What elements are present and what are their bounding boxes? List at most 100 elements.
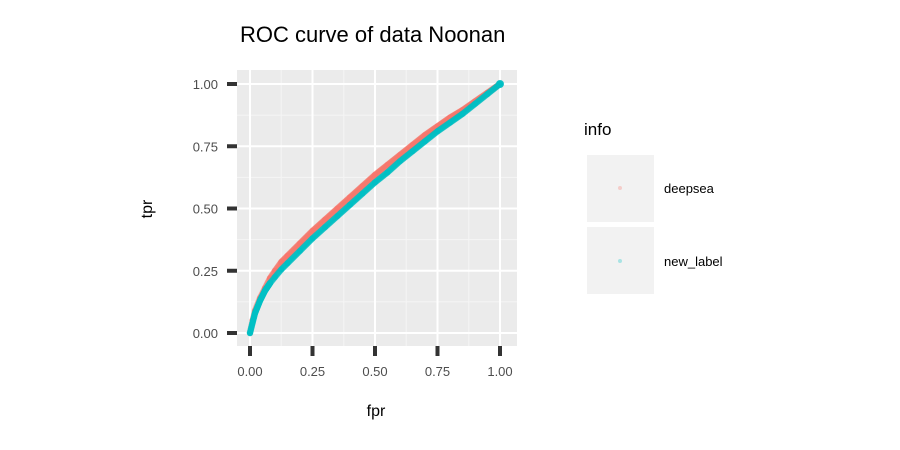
- data-point: [391, 156, 398, 163]
- data-point: [376, 175, 383, 182]
- data-point: [476, 94, 484, 102]
- data-point: [389, 157, 397, 164]
- data-point: [379, 173, 386, 180]
- data-point: [403, 152, 411, 159]
- data-point: [338, 209, 345, 216]
- data-point: [389, 164, 396, 172]
- series-new_label: [246, 80, 504, 337]
- data-point: [341, 206, 349, 213]
- data-point: [314, 230, 321, 238]
- data-point: [389, 157, 396, 165]
- data-point: [391, 155, 399, 163]
- legend-key-new-label-bg: [587, 227, 654, 294]
- data-point: [377, 167, 384, 174]
- data-point: [355, 193, 362, 201]
- data-point: [454, 109, 461, 117]
- data-point: [442, 122, 449, 129]
- data-point: [322, 216, 328, 223]
- data-point: [291, 252, 299, 260]
- data-point: [426, 134, 433, 141]
- data-point: [366, 183, 373, 191]
- data-point: [372, 179, 378, 186]
- data-point: [292, 251, 299, 259]
- data-point: [434, 128, 441, 135]
- data-point: [467, 104, 474, 111]
- data-point: [359, 183, 366, 190]
- data-point: [352, 196, 359, 204]
- data-point: [302, 234, 309, 242]
- x-tick-label: 0.50: [362, 364, 387, 379]
- data-point: [404, 151, 412, 159]
- data-point: [438, 120, 445, 127]
- data-point: [326, 219, 334, 226]
- data-point: [440, 118, 448, 126]
- data-point: [366, 176, 374, 183]
- data-point: [378, 166, 385, 173]
- data-point: [477, 94, 484, 101]
- data-point: [427, 133, 434, 140]
- data-point: [352, 188, 359, 196]
- data-point: [353, 188, 360, 195]
- data-point: [327, 218, 334, 226]
- data-point: [347, 201, 353, 208]
- data-point: [376, 167, 384, 175]
- data-point: [317, 228, 324, 235]
- y-tick-label: 0.50: [193, 202, 218, 217]
- data-point: [467, 104, 474, 111]
- data-point: [401, 148, 408, 155]
- data-point: [329, 217, 336, 224]
- data-point: [391, 162, 398, 170]
- data-point: [341, 206, 348, 214]
- data-point: [301, 235, 308, 242]
- data-point: [290, 246, 297, 253]
- data-point: [354, 187, 361, 194]
- data-point: [453, 110, 460, 117]
- data-point: [463, 103, 470, 111]
- legend-key-deepsea: [618, 186, 622, 190]
- data-point: [363, 179, 370, 186]
- data-point: [342, 197, 349, 205]
- data-point: [329, 216, 337, 224]
- data-point: [328, 210, 336, 217]
- data-point: [403, 152, 410, 159]
- data-point: [404, 145, 412, 152]
- data-point: [272, 267, 278, 274]
- data-point: [338, 201, 345, 208]
- data-point: [303, 233, 310, 240]
- data-point: [365, 184, 373, 191]
- data-point: [477, 95, 485, 103]
- data-point: [330, 216, 337, 223]
- data-point: [465, 105, 473, 112]
- data-point: [351, 189, 359, 197]
- data-point: [459, 110, 466, 117]
- data-point: [490, 85, 498, 92]
- data-point: [292, 251, 300, 258]
- data-point: [427, 127, 434, 135]
- data-point: [339, 200, 347, 207]
- data-point: [289, 247, 297, 254]
- data-point: [288, 248, 295, 255]
- data-point: [416, 136, 423, 143]
- data-point: [428, 132, 436, 139]
- data-point: [300, 236, 308, 243]
- data-point: [491, 84, 499, 92]
- data-point: [397, 151, 403, 158]
- data-point: [340, 200, 347, 207]
- data-point: [351, 197, 359, 204]
- data-point: [377, 166, 385, 174]
- data-point: [491, 85, 498, 92]
- data-point: [488, 86, 496, 93]
- data-point: [416, 136, 423, 143]
- data-point: [328, 217, 335, 225]
- data-point: [304, 240, 311, 247]
- data-point: [388, 165, 395, 172]
- data-point: [392, 155, 399, 162]
- data-point: [376, 175, 383, 183]
- data-point: [304, 239, 312, 247]
- data-point: [415, 136, 423, 144]
- data-point: [414, 144, 421, 151]
- data-point: [441, 122, 449, 130]
- data-point: [463, 103, 471, 111]
- data-point: [378, 174, 385, 181]
- data-point: [490, 85, 498, 93]
